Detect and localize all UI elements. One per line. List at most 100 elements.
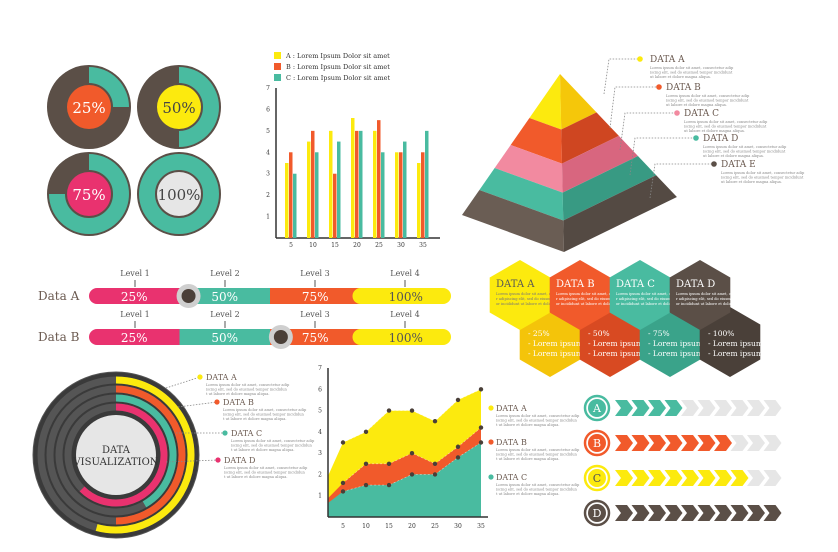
arrow-row-badge	[588, 504, 606, 522]
progress-segment-label: 25%	[121, 331, 148, 345]
radial-arc	[79, 403, 168, 507]
hexagon-bottom	[639, 307, 701, 377]
radial-label-dot	[215, 457, 221, 463]
radial-center-title: DATA	[102, 445, 131, 456]
area-point	[363, 482, 369, 488]
arrow-chevron	[648, 505, 666, 521]
arrow-chevron	[648, 435, 666, 451]
level-label: Level 4	[390, 310, 420, 319]
radial-arc	[115, 385, 186, 525]
donut-center	[157, 172, 201, 216]
bar	[421, 152, 425, 238]
radial-label-text: iscing elit, sed do eiusmod tempor incid…	[206, 388, 288, 392]
progress-segment	[352, 329, 451, 345]
hexagon-text: - Lorem ipsum	[708, 349, 763, 358]
area-legend-dot	[488, 474, 494, 480]
y-tick-label: 7	[266, 85, 270, 92]
progress-segment-label: 50%	[211, 331, 238, 345]
radial-center-title: VISUALIZATION	[72, 457, 158, 468]
y-tick-label: 1	[318, 493, 322, 500]
arrow-chevron	[730, 435, 749, 451]
arrow-progress-rows: A B C D	[583, 394, 782, 527]
arrow-chevron	[747, 505, 765, 521]
area-point	[386, 482, 392, 488]
arrow-chevron	[714, 505, 732, 521]
arrow-chevron	[664, 435, 683, 451]
area-point	[478, 425, 484, 430]
x-tick-label: 25	[375, 242, 383, 249]
area-legend-text: iscing elit, sed do eiusmod tempor incid…	[496, 419, 578, 423]
radial-ring	[32, 371, 200, 539]
donut-percent-label: 50%	[162, 99, 195, 117]
arrow-chevron	[681, 470, 699, 486]
bar	[315, 152, 319, 238]
progress-segment	[270, 288, 361, 304]
area-point	[478, 440, 484, 445]
area-legend-text: Lorem ipsum dolor sit amet, consectetur …	[496, 414, 580, 418]
hexagon-text: - Lorem ipsum	[648, 339, 703, 348]
arrow-chevron	[763, 400, 782, 416]
arrow-chevron	[631, 470, 650, 486]
area-legend-text: t ut labore et dolore magna aliqua.	[496, 423, 560, 427]
bar	[329, 130, 333, 238]
bar	[289, 152, 293, 238]
y-tick-label: 2	[318, 471, 322, 478]
pyramid-label-text: iscing elit, sed do eiusmod tempor incid…	[721, 176, 804, 180]
y-tick-label: 4	[266, 149, 270, 156]
arrow-chevron	[615, 400, 633, 416]
pyramid-label-text: iscing elit, sed do eiusmod tempor incid…	[684, 125, 767, 129]
pyramid-layer-right	[560, 74, 597, 130]
level-label: Level 3	[300, 310, 330, 319]
pyramid-label-text: iscing elit, sed do eiusmod tempor incid…	[650, 71, 733, 75]
legend-swatch	[274, 52, 281, 59]
arrow-chevron	[664, 470, 683, 486]
bar	[307, 141, 311, 238]
bar	[351, 118, 355, 238]
hexagon-bottom	[519, 307, 581, 377]
progress-segment	[89, 288, 188, 304]
radial-label-text: iscing elit, sed do eiusmod tempor incid…	[224, 471, 306, 475]
area-point	[432, 461, 438, 466]
y-tick-label: 2	[266, 192, 270, 199]
arrow-chevron	[664, 400, 683, 416]
arrow-chevron	[697, 505, 716, 521]
pyramid-label-text: Lorem ipsum dolor sit amet, consectetur …	[666, 94, 750, 98]
arrow-chevron	[747, 400, 765, 416]
donut-percent-label: 100%	[158, 186, 201, 204]
hexagon-text: Lorem ipsum dolor sit amet, consectetu	[496, 292, 569, 296]
legend-swatch	[274, 63, 281, 70]
hexagon-title: DATA D	[676, 279, 715, 290]
arrow-row-letter: C	[593, 472, 601, 485]
bar	[293, 173, 297, 238]
arrow-row-letter: B	[593, 437, 601, 450]
area-point	[455, 397, 461, 403]
area-point	[340, 480, 346, 486]
pyramid-label-text: Lorem ipsum dolor sit amet, consectetur …	[703, 145, 787, 149]
arrow-chevron	[664, 505, 683, 521]
bar-chart: 1 2 3 4 5 6 7 5 10 15 20 25 30 35	[266, 85, 440, 249]
pyramid-leader-line	[619, 112, 677, 151]
progress-segment	[270, 329, 361, 345]
hexagon-top	[669, 260, 731, 330]
bar-chart-legend: A : Lorem Ipsum Dolor sit amet B : Lorem …	[274, 52, 390, 82]
pyramid-label-text: ut labore et dolore magna aliqua.	[721, 180, 782, 184]
arrow-chevron	[763, 505, 782, 521]
x-tick-label: 20	[408, 523, 416, 530]
arrow-chevron	[615, 505, 633, 521]
progress-segment-label: 100%	[389, 331, 423, 345]
hexagon-text: - Lorem ipsum	[708, 339, 763, 348]
pyramid-label-text: ut labore et dolore magna aliqua.	[650, 75, 711, 79]
pyramid-label-title: DATA D	[703, 134, 738, 144]
pyramid-leader-line	[609, 86, 659, 129]
hexagon-text: or incididunt ut labore et dolore	[616, 302, 675, 306]
hexagon-title: DATA C	[616, 279, 655, 290]
area-legend-dot	[488, 439, 494, 445]
area-series	[328, 442, 481, 517]
area-legend-text: iscing elit, sed do eiusmod tempor incid…	[496, 453, 578, 457]
pyramid-label-dot	[674, 110, 680, 116]
radial-arc	[95, 376, 195, 534]
radial-label-text: Lorem ipsum dolor sit amet, consectetur …	[231, 439, 315, 443]
arrow-chevron	[747, 435, 765, 451]
